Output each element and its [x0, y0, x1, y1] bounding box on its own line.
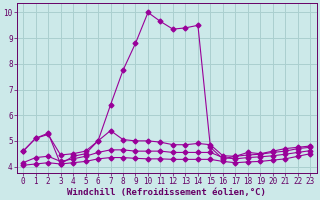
X-axis label: Windchill (Refroidissement éolien,°C): Windchill (Refroidissement éolien,°C) — [67, 188, 266, 197]
